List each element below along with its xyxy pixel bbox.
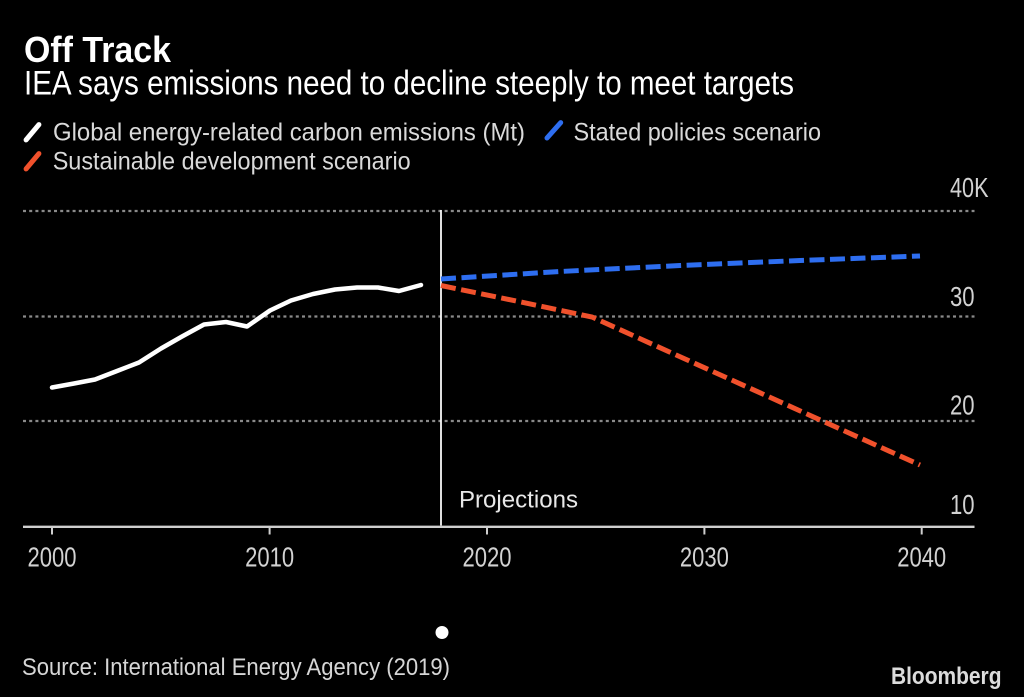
svg-text:20: 20 [950,390,975,421]
svg-text:2040: 2040 [897,542,946,573]
svg-text:Source: International Energy A: Source: International Energy Agency (201… [22,654,450,681]
svg-text:Bloomberg: Bloomberg [891,663,1002,690]
svg-text:IEA says emissions need to dec: IEA says emissions need to decline steep… [24,65,794,103]
svg-text:10: 10 [950,489,975,520]
svg-text:2010: 2010 [245,542,294,573]
svg-text:2000: 2000 [28,542,77,573]
svg-text:40K: 40K [950,172,989,203]
svg-text:2020: 2020 [463,542,512,573]
svg-text:2030: 2030 [680,542,729,573]
svg-text:Stated policies scenario: Stated policies scenario [574,119,822,147]
svg-text:Global energy-related carbon e: Global energy-related carbon emissions (… [53,119,525,147]
svg-text:Sustainable development scenar: Sustainable development scenario [53,148,411,176]
svg-text:30: 30 [950,281,975,312]
svg-text:Off Track: Off Track [24,29,172,70]
svg-text:Projections: Projections [459,487,578,514]
